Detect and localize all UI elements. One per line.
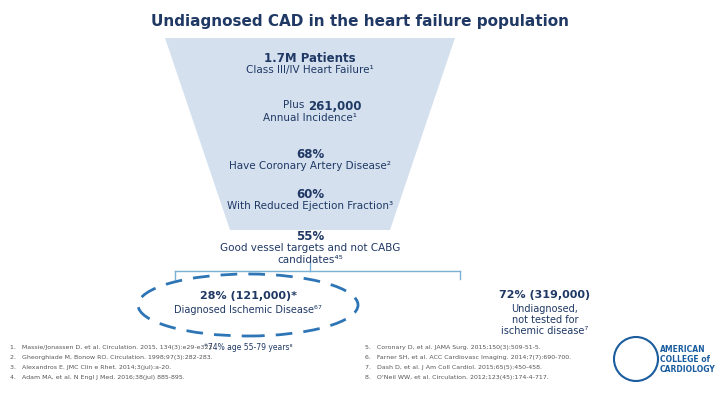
Text: Undiagnosed,: Undiagnosed, xyxy=(512,304,578,314)
Text: 72% (319,000): 72% (319,000) xyxy=(500,290,590,300)
Text: ischemic disease⁷: ischemic disease⁷ xyxy=(501,326,589,336)
Text: 28% (121,000)*: 28% (121,000)* xyxy=(199,291,297,301)
Text: 60%: 60% xyxy=(296,188,324,201)
Text: candidates⁴⁵: candidates⁴⁵ xyxy=(277,255,343,265)
Text: 4.   Adam MA, et al. N Engl J Med. 2016;38(jul) 885-895.: 4. Adam MA, et al. N Engl J Med. 2016;38… xyxy=(10,375,185,380)
Text: not tested for: not tested for xyxy=(512,315,578,325)
Text: 261,000: 261,000 xyxy=(308,100,361,113)
Text: 3.   Alexandros E. JMC Clin e Rhet. 2014;3(jul):a-20.: 3. Alexandros E. JMC Clin e Rhet. 2014;3… xyxy=(10,365,171,370)
Text: Have Coronary Artery Disease²: Have Coronary Artery Disease² xyxy=(229,161,391,171)
Text: Annual Incidence¹: Annual Incidence¹ xyxy=(263,113,357,123)
Text: COLLEGE of: COLLEGE of xyxy=(660,355,710,364)
Text: Class III/IV Heart Failure¹: Class III/IV Heart Failure¹ xyxy=(246,65,374,75)
Text: AMERICAN: AMERICAN xyxy=(660,345,706,354)
Text: 1.   Massie/Jonassen D, et al. Circulation. 2015, 134(3):e29-e322.: 1. Massie/Jonassen D, et al. Circulation… xyxy=(10,345,215,350)
Text: 8.   O'Neil WW, et al. Circulation. 2012;123(45):174-4-717.: 8. O'Neil WW, et al. Circulation. 2012;1… xyxy=(365,375,549,380)
Text: Good vessel targets and not CABG: Good vessel targets and not CABG xyxy=(220,243,400,253)
Text: 7.   Dash D, et al. J Am Coll Cardiol. 2015;65(5):450-458.: 7. Dash D, et al. J Am Coll Cardiol. 201… xyxy=(365,365,542,370)
Text: Undiagnosed CAD in the heart failure population: Undiagnosed CAD in the heart failure pop… xyxy=(151,14,569,29)
Text: 1.7M Patients: 1.7M Patients xyxy=(264,52,356,65)
Text: Diagnosed Ischemic Disease⁶⁷: Diagnosed Ischemic Disease⁶⁷ xyxy=(174,305,322,315)
Text: 68%: 68% xyxy=(296,148,324,161)
Text: 55%: 55% xyxy=(296,230,324,243)
Text: Plus: Plus xyxy=(284,100,308,110)
Text: 5.   Coronary D, et al. JAMA Surg. 2015;150(3):509-51-5.: 5. Coronary D, et al. JAMA Surg. 2015;15… xyxy=(365,345,541,350)
Text: 6.   Farner SH, et al. ACC Cardiovasc Imaging. 2014;7(7):690-700.: 6. Farner SH, et al. ACC Cardiovasc Imag… xyxy=(365,355,571,360)
Text: 2.   Gheorghiade M, Bonow RO. Circulation. 1998;97(3):282-283.: 2. Gheorghiade M, Bonow RO. Circulation.… xyxy=(10,355,212,360)
Text: *74% age 55-79 years⁸: *74% age 55-79 years⁸ xyxy=(204,343,292,352)
Polygon shape xyxy=(165,38,455,230)
Text: CARDIOLOGY: CARDIOLOGY xyxy=(660,365,716,374)
Text: With Reduced Ejection Fraction³: With Reduced Ejection Fraction³ xyxy=(227,201,393,211)
